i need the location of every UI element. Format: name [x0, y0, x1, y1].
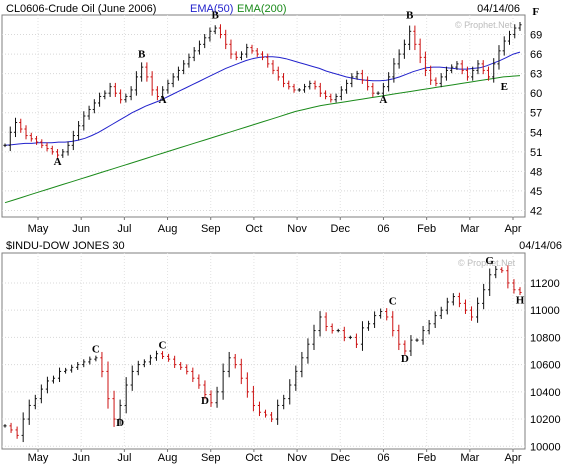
dow-annotation-c: C	[389, 296, 397, 308]
dow-plot-frame	[1, 252, 526, 450]
dow-x-tick-label: Feb	[417, 452, 436, 464]
crude-x-tick-label: Jun	[72, 223, 90, 235]
dow-y-tick-label: 11000	[530, 305, 560, 317]
dow-x-tick-label: Mar	[460, 452, 479, 464]
crude-x-tick-label: Dec	[330, 223, 350, 235]
dow-annotation-c: C	[159, 339, 167, 351]
crude-annotation-e: E	[501, 81, 508, 93]
crude-watermark: © Prophet.Net	[455, 20, 513, 30]
crude-y-tick-label: 48	[530, 166, 542, 178]
legend-ema50: EMA(50)	[190, 3, 233, 15]
dow-y-tick-label: 10400	[530, 387, 561, 399]
crude-x-tick-label: Feb	[417, 223, 436, 235]
dow-y-tick-label: 11200	[530, 278, 560, 290]
crude-x-tick-label: Aug	[158, 223, 178, 235]
dow-x-tick-label: Dec	[330, 452, 350, 464]
crude-price-bars	[3, 21, 522, 158]
crude-x-tick-label: Sep	[201, 223, 221, 235]
dow-price-bars	[3, 265, 522, 443]
legend-ema200: EMA(200)	[237, 3, 287, 15]
dow-x-tick-label: Nov	[287, 452, 307, 464]
crude-y-tick-label: 51	[530, 147, 542, 159]
crude-x-tick-label: Jul	[117, 223, 131, 235]
crude-y-axis: 42 45 48 51 54 57 60 63 66 69	[530, 30, 542, 218]
crude-y-tick-label: 63	[530, 69, 542, 81]
dow-x-tick-label: Jul	[117, 452, 131, 464]
crude-y-tick-label: 57	[530, 108, 542, 120]
dow-x-tick-label: 06	[377, 452, 389, 464]
dow-annotation-h: H	[516, 294, 525, 306]
crude-x-tick-label: May	[28, 223, 49, 235]
crude-annotation-a: A	[159, 94, 167, 106]
dow-y-tick-label: 10600	[530, 360, 561, 372]
crude-annotations: A B A B A B E F	[54, 6, 540, 168]
dow-annotations: C D C D C D G H	[92, 255, 525, 429]
crude-plot-frame	[1, 14, 526, 218]
crude-x-axis: May Jun Jul Aug Sep Oct Nov Dec 06 Feb Mar Apr	[28, 217, 522, 235]
crude-date: 04/14/06	[477, 3, 520, 15]
crude-y-tick-label: 69	[530, 30, 542, 42]
ema200-line	[4, 75, 521, 204]
crude-x-tick-label: Nov	[287, 223, 307, 235]
crude-ema200-group	[4, 75, 521, 204]
dow-annotation-c: C	[92, 343, 100, 355]
dow-y-axis: 10000 10200 10400 10600 10800 11000 11200	[530, 278, 561, 453]
dow-x-axis: May Jun Jul Aug Sep Oct Nov Dec 06 Feb Mar Apr	[28, 449, 522, 464]
dow-y-tick-label: 10000	[530, 441, 561, 453]
crude-y-tick-label: 66	[530, 49, 542, 61]
crude-annotation-b: B	[138, 48, 146, 60]
crude-y-tick-label: 45	[530, 186, 542, 198]
dow-x-tick-label: Aug	[158, 452, 178, 464]
dow-gridlines	[2, 253, 525, 449]
dow-annotation-d: D	[401, 353, 409, 365]
dow-x-tick-label: Sep	[201, 452, 221, 464]
crude-annotation-f: F	[532, 6, 539, 18]
crude-x-tick-label: Mar	[460, 223, 479, 235]
dow-date: 04/14/06	[519, 240, 562, 252]
dow-annotation-d: D	[116, 417, 124, 429]
dow-x-tick-label: Apr	[504, 452, 521, 464]
dow-y-tick-label: 10800	[530, 332, 561, 344]
crude-annotation-a: A	[379, 94, 387, 106]
dow-watermark: © Prophet.Net	[458, 258, 516, 268]
dow-chart-title: $INDU-DOW JONES 30	[6, 240, 125, 252]
dow-annotation-d: D	[201, 395, 209, 407]
crude-annotation-a: A	[54, 156, 62, 168]
crude-annotation-b: B	[406, 9, 414, 21]
crude-chart-title: CL0606-Crude Oil (June 2006)	[6, 3, 156, 15]
crude-annotation-b: B	[212, 9, 220, 21]
dow-y-tick-label: 10200	[530, 414, 561, 426]
crude-x-tick-label: Apr	[504, 223, 521, 235]
crude-x-tick-label: Oct	[245, 223, 262, 235]
crude-y-tick-label: 42	[530, 205, 542, 217]
dow-x-tick-label: Jun	[72, 452, 90, 464]
dow-x-tick-label: Oct	[245, 452, 262, 464]
dow-annotation-g: G	[485, 255, 494, 267]
crude-y-tick-label: 60	[530, 88, 542, 100]
crude-x-tick-label: 06	[377, 223, 389, 235]
crude-y-tick-label: 54	[530, 127, 542, 139]
dow-x-tick-label: May	[28, 452, 49, 464]
